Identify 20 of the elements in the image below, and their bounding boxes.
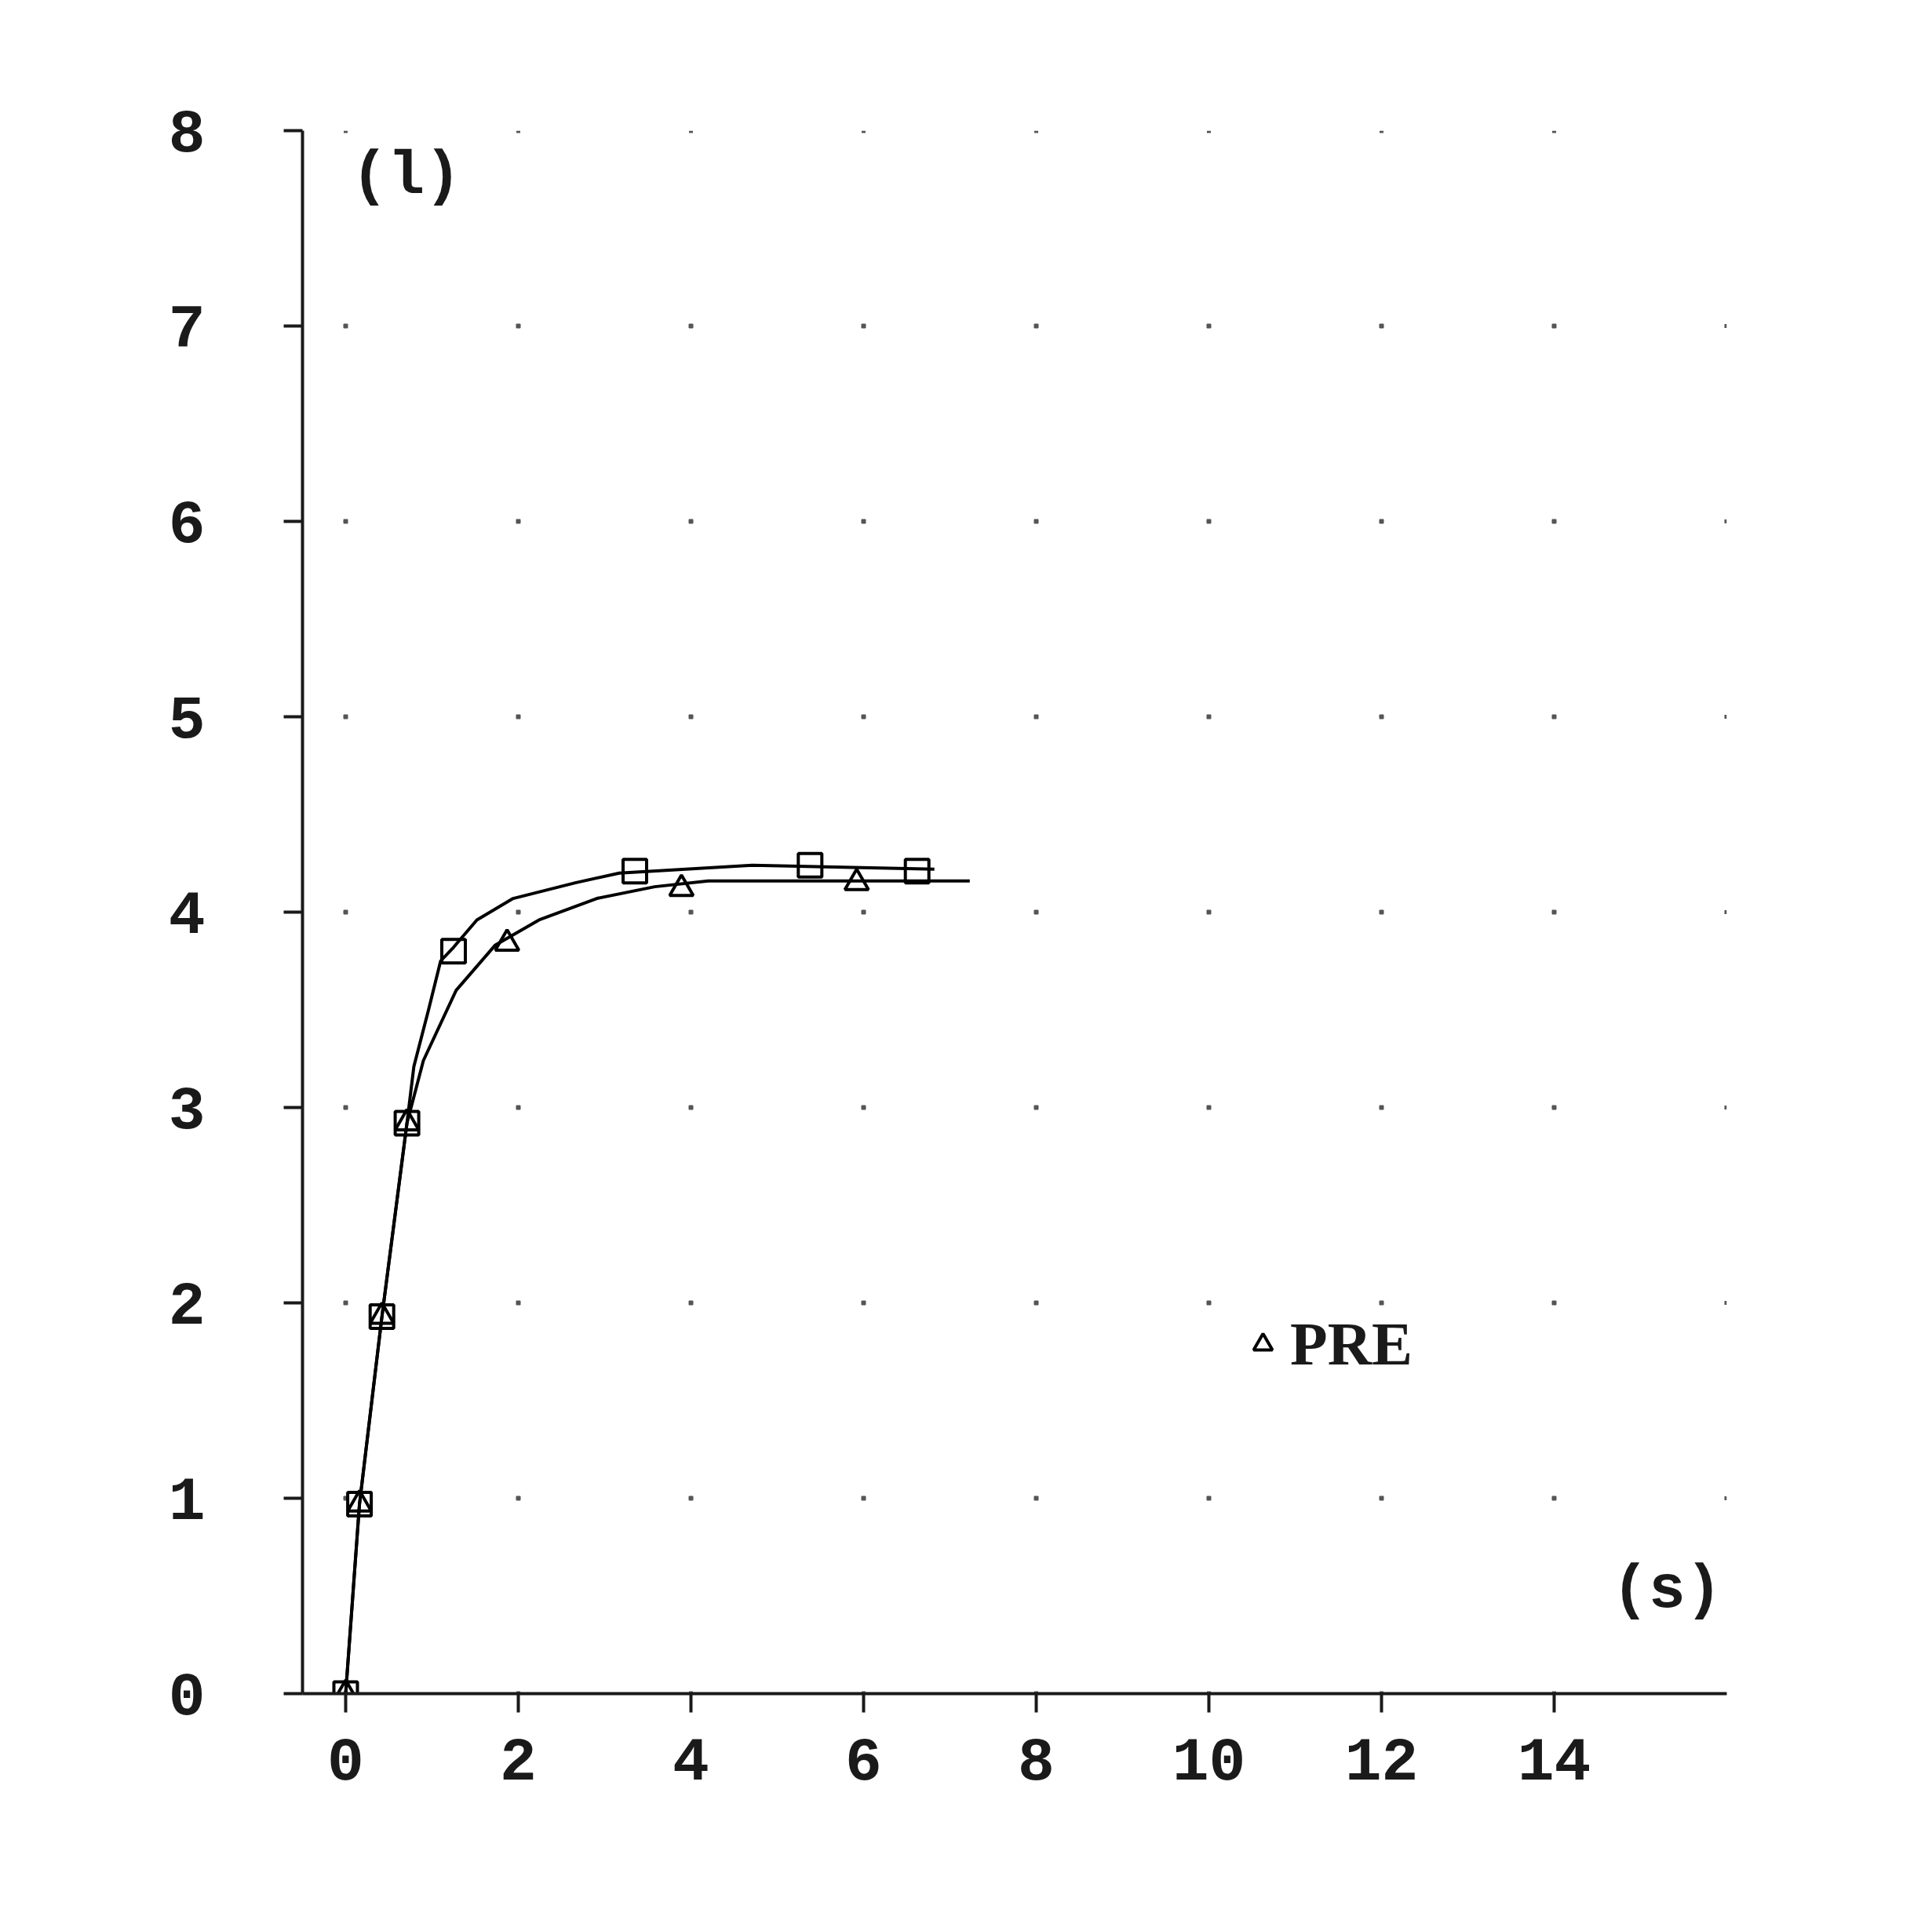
x-tick-label: 14: [1517, 1728, 1591, 1798]
y-tick-label: 7: [168, 295, 206, 365]
x-tick-label: 2: [500, 1728, 537, 1798]
legend-label: PRE: [1290, 1309, 1413, 1379]
x-tick-label: 4: [673, 1728, 709, 1798]
y-tick-label: 0: [168, 1663, 206, 1732]
y-tick-label: 3: [168, 1077, 206, 1146]
x-axis-title: (s): [1612, 1555, 1722, 1625]
y-tick-label: 8: [168, 100, 206, 169]
y-tick-label: 6: [168, 490, 206, 560]
y-tick-label: 1: [168, 1467, 206, 1537]
y-tick-label: 5: [168, 686, 206, 756]
x-tick-label: 8: [1018, 1728, 1055, 1798]
y-tick-label: 2: [168, 1272, 206, 1342]
y-axis-title: (l): [351, 141, 461, 211]
x-tick-label: 0: [327, 1728, 364, 1798]
x-tick-label: 10: [1172, 1728, 1246, 1798]
y-tick-label: 4: [168, 881, 206, 951]
x-tick-label: 12: [1344, 1728, 1419, 1798]
x-tick-label: 6: [845, 1728, 882, 1798]
